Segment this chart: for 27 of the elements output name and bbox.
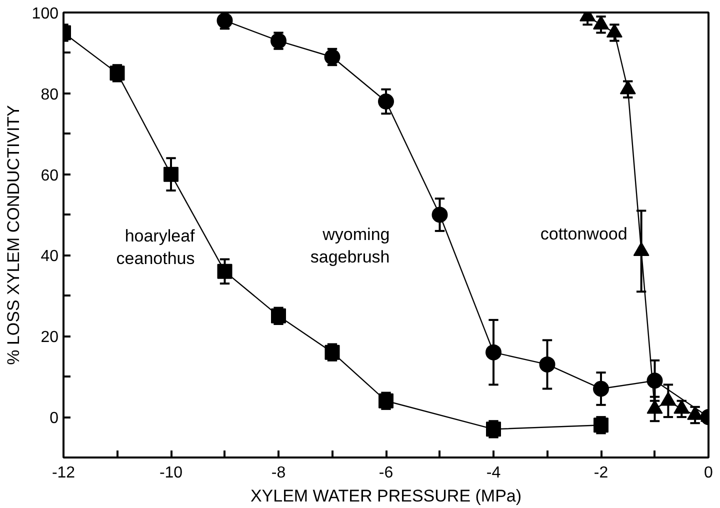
x-tick-label: 0: [704, 464, 714, 482]
point: [646, 372, 663, 389]
series-label: hoaryleaf ceanothus: [116, 226, 196, 268]
x-tick-label: -10: [159, 464, 183, 482]
y-tick-label: 60: [40, 167, 59, 184]
x-tick-label: -8: [271, 464, 286, 482]
y-tick-label: 0: [50, 410, 59, 428]
point: [432, 206, 448, 223]
point: [164, 166, 178, 182]
point: [486, 344, 502, 360]
y-tick-label: 100: [32, 6, 59, 22]
point: [216, 12, 233, 29]
point: [378, 94, 394, 110]
point: [593, 380, 609, 397]
series-label: cottonwood: [540, 224, 628, 244]
x-tick-label: -6: [378, 464, 394, 482]
y-tick-label: 20: [40, 329, 59, 346]
x-tick-label: -12: [52, 464, 76, 482]
x-tick-label: -4: [486, 464, 501, 482]
x-axis-title: XYLEM WATER PRESSURE (MPa): [250, 486, 522, 506]
y-axis-title: % LOSS XYLEM CONDUCTIVITY: [4, 105, 23, 365]
y-tick-label: 40: [40, 248, 59, 266]
x-tick-label: -2: [594, 464, 608, 482]
point: [539, 356, 556, 372]
y-tick-label: 80: [40, 86, 59, 104]
text: wyoming sagebrush: [310, 224, 390, 267]
point: [217, 264, 232, 279]
